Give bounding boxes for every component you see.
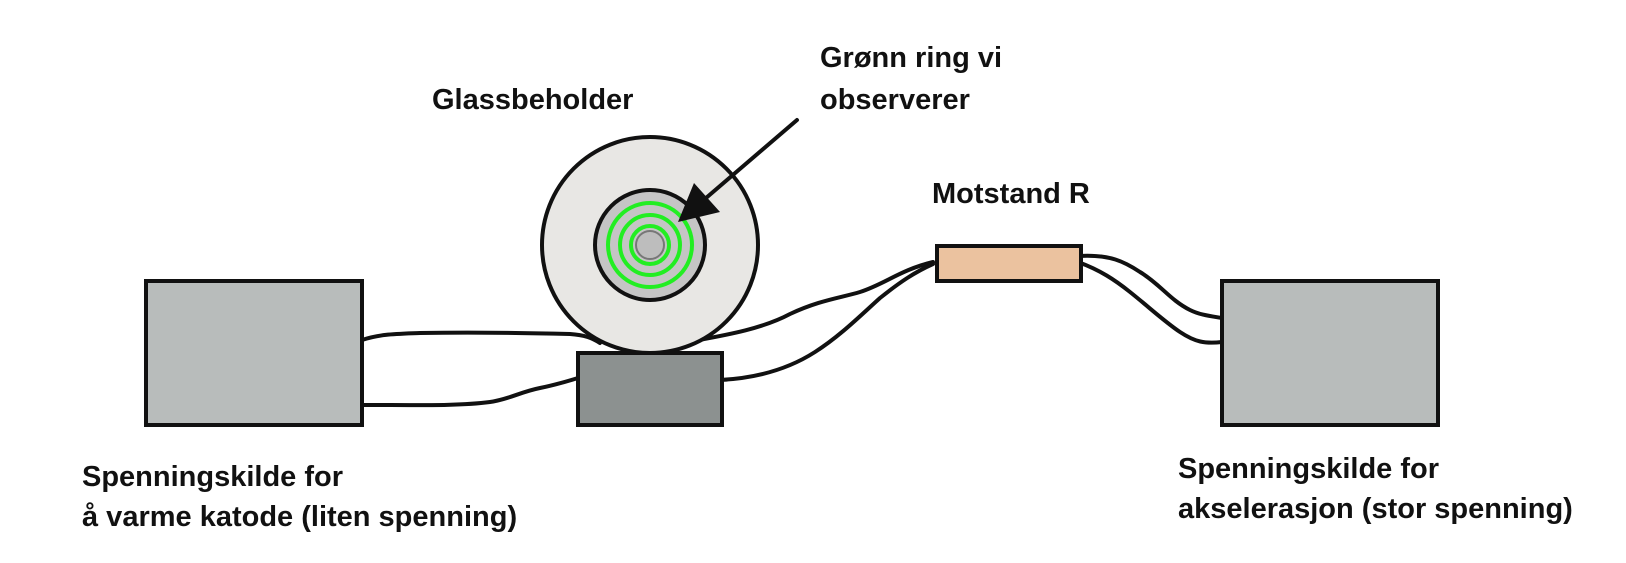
green-ring-outer <box>606 201 694 289</box>
wire-base-to-resistor-upper <box>686 260 935 344</box>
container-base-box <box>576 351 724 427</box>
green-ring-label-line1: Grønn ring vi <box>820 42 1003 74</box>
green-ring-middle <box>618 213 682 277</box>
resistor-label: Motstand R <box>932 178 1090 210</box>
ring-pointer-arrow <box>678 118 799 222</box>
heater-source-label-line1: Spenningskilde for <box>82 461 344 493</box>
green-ring-label-line2: observerer <box>820 84 970 116</box>
wires <box>360 253 1224 408</box>
wire-heater-to-base-lower <box>360 376 580 408</box>
acceleration-voltage-source-box <box>1220 279 1440 427</box>
green-rings <box>606 201 694 289</box>
acceleration-source-label-line1: Spenningskilde for <box>1178 453 1440 485</box>
heater-voltage-source-box <box>144 279 364 427</box>
resistor-body <box>935 244 1083 283</box>
glass-container-label: Glassbeholder <box>432 84 634 116</box>
heater-source-label-line2: å varme katode (liten spenning) <box>82 501 518 533</box>
tube-center <box>635 230 665 260</box>
wire-base-to-resistor-lower <box>718 262 935 382</box>
acceleration-source-label-line2: akselerasjon (stor spenning) <box>1178 493 1573 525</box>
wire-resistor-to-accel-upper <box>1076 253 1224 320</box>
green-ring-inner <box>629 224 671 266</box>
wire-heater-to-base-upper <box>360 330 602 345</box>
wire-resistor-to-accel-lower <box>1076 260 1224 345</box>
